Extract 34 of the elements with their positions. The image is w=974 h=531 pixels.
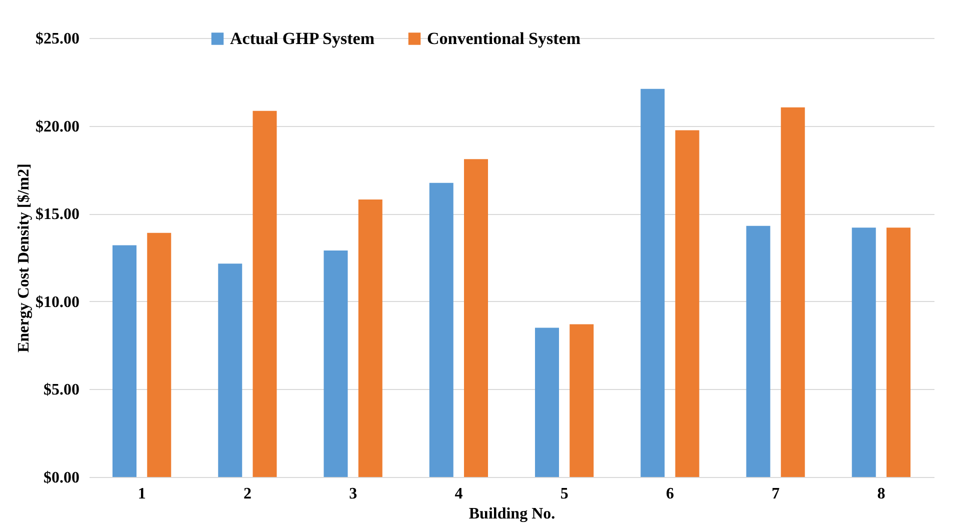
y-tick-label: $15.00 [36,206,80,224]
bar [852,228,876,477]
bar [252,110,277,477]
x-tick-label: 5 [560,486,568,502]
x-tick-label: 8 [877,486,886,502]
bar [534,328,559,477]
x-tick-label: 7 [772,486,780,502]
legend-label: Actual GHP System [230,28,374,48]
bar [147,232,172,477]
bar [640,88,665,477]
x-tick-label: 6 [666,486,674,502]
x-tick-label: 1 [138,486,146,502]
bar [675,130,700,477]
y-axis-title: Energy Cost Density [$/m2] [16,164,32,352]
bar [218,264,242,477]
y-tick-label: $20.00 [36,118,80,136]
y-tick-label: $5.00 [44,382,80,399]
bar [358,200,382,477]
bar [112,245,136,477]
y-tick-label: $0.00 [44,470,80,486]
x-axis-title: Building No. [468,506,556,522]
legend-label: Conventional System [427,28,580,48]
x-tick-label: 4 [454,486,463,502]
bar [464,159,488,477]
bar [570,324,594,477]
y-tick-label: $25.00 [36,30,80,48]
x-tick-label: 3 [349,486,358,502]
bar [429,182,454,477]
bar [780,107,805,477]
bar [746,226,770,477]
x-tick-label: 2 [243,486,252,502]
bar [886,228,911,477]
y-tick-label: $10.00 [36,294,80,311]
bar [324,250,348,477]
